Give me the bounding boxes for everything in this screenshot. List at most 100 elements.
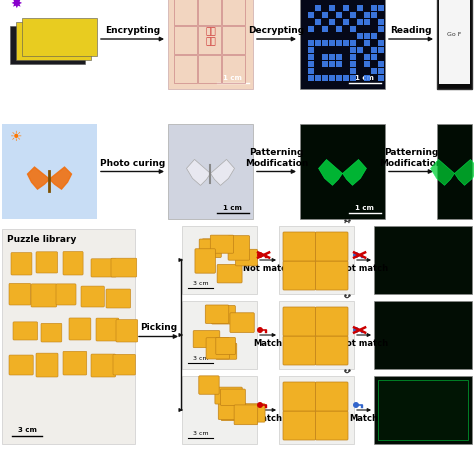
Polygon shape <box>27 167 49 189</box>
FancyBboxPatch shape <box>168 0 253 89</box>
Text: ☀: ☀ <box>10 130 22 144</box>
Text: Match: Match <box>349 414 379 423</box>
FancyBboxPatch shape <box>364 33 370 39</box>
Circle shape <box>354 328 358 332</box>
Text: Not match: Not match <box>339 339 389 348</box>
FancyBboxPatch shape <box>350 47 356 53</box>
FancyBboxPatch shape <box>182 226 257 294</box>
FancyBboxPatch shape <box>343 19 349 25</box>
FancyBboxPatch shape <box>378 26 384 32</box>
Text: Reading: Reading <box>390 26 432 35</box>
FancyBboxPatch shape <box>63 252 83 275</box>
FancyBboxPatch shape <box>364 54 370 60</box>
FancyBboxPatch shape <box>336 26 342 32</box>
FancyBboxPatch shape <box>350 68 356 74</box>
FancyBboxPatch shape <box>378 5 384 11</box>
FancyBboxPatch shape <box>234 405 258 425</box>
FancyBboxPatch shape <box>336 40 342 46</box>
FancyBboxPatch shape <box>283 382 316 411</box>
FancyBboxPatch shape <box>336 75 342 81</box>
FancyBboxPatch shape <box>236 249 257 266</box>
FancyBboxPatch shape <box>41 323 62 342</box>
FancyBboxPatch shape <box>216 337 236 355</box>
FancyBboxPatch shape <box>36 353 58 377</box>
FancyBboxPatch shape <box>9 355 33 375</box>
FancyBboxPatch shape <box>300 0 385 89</box>
FancyBboxPatch shape <box>279 376 354 444</box>
FancyBboxPatch shape <box>374 226 472 294</box>
FancyBboxPatch shape <box>2 229 135 444</box>
FancyBboxPatch shape <box>228 236 250 260</box>
FancyBboxPatch shape <box>81 286 104 307</box>
FancyBboxPatch shape <box>364 61 370 67</box>
Text: 3 cm: 3 cm <box>18 428 36 434</box>
FancyBboxPatch shape <box>357 47 363 53</box>
FancyBboxPatch shape <box>202 239 220 257</box>
FancyBboxPatch shape <box>439 0 470 84</box>
Text: Picking: Picking <box>140 323 177 332</box>
FancyBboxPatch shape <box>195 249 215 273</box>
FancyBboxPatch shape <box>371 54 377 60</box>
FancyBboxPatch shape <box>378 40 384 46</box>
Text: 1 cm: 1 cm <box>223 205 242 211</box>
FancyBboxPatch shape <box>113 354 136 375</box>
FancyBboxPatch shape <box>63 351 87 375</box>
FancyBboxPatch shape <box>437 0 472 89</box>
Text: Photo curing: Photo curing <box>100 158 165 167</box>
Polygon shape <box>430 159 455 185</box>
FancyBboxPatch shape <box>374 376 472 444</box>
FancyBboxPatch shape <box>279 301 354 369</box>
Text: Puzzle library: Puzzle library <box>7 235 76 244</box>
FancyBboxPatch shape <box>283 307 316 336</box>
FancyBboxPatch shape <box>308 12 314 18</box>
FancyBboxPatch shape <box>357 33 363 39</box>
FancyBboxPatch shape <box>350 75 356 81</box>
FancyBboxPatch shape <box>308 75 314 81</box>
Text: 3 cm: 3 cm <box>290 281 305 286</box>
FancyBboxPatch shape <box>22 18 97 56</box>
FancyBboxPatch shape <box>199 376 219 394</box>
FancyBboxPatch shape <box>371 68 377 74</box>
Text: 3 cm: 3 cm <box>193 356 208 361</box>
FancyBboxPatch shape <box>378 380 468 440</box>
FancyBboxPatch shape <box>283 261 316 290</box>
FancyBboxPatch shape <box>378 61 384 67</box>
FancyBboxPatch shape <box>350 40 356 46</box>
FancyBboxPatch shape <box>56 284 76 305</box>
FancyBboxPatch shape <box>316 411 348 440</box>
Text: Match: Match <box>254 414 283 423</box>
FancyBboxPatch shape <box>91 259 117 277</box>
FancyBboxPatch shape <box>283 411 316 440</box>
FancyBboxPatch shape <box>279 226 354 294</box>
FancyBboxPatch shape <box>168 124 253 219</box>
FancyBboxPatch shape <box>437 124 472 219</box>
FancyBboxPatch shape <box>308 40 314 46</box>
Text: 3 cm: 3 cm <box>193 281 208 286</box>
FancyBboxPatch shape <box>378 75 384 81</box>
FancyBboxPatch shape <box>336 12 342 18</box>
FancyBboxPatch shape <box>308 54 314 60</box>
FancyBboxPatch shape <box>182 301 257 369</box>
FancyBboxPatch shape <box>322 12 328 18</box>
FancyBboxPatch shape <box>69 318 91 340</box>
FancyBboxPatch shape <box>116 319 138 342</box>
Circle shape <box>258 328 262 332</box>
FancyBboxPatch shape <box>329 54 335 60</box>
FancyBboxPatch shape <box>316 336 348 365</box>
Text: Decrypting: Decrypting <box>248 26 305 35</box>
FancyBboxPatch shape <box>283 336 316 365</box>
FancyBboxPatch shape <box>106 289 131 308</box>
Text: 3 cm: 3 cm <box>193 431 208 436</box>
FancyBboxPatch shape <box>357 19 363 25</box>
FancyBboxPatch shape <box>329 5 335 11</box>
FancyBboxPatch shape <box>308 26 314 32</box>
Text: 3 cm: 3 cm <box>290 431 305 436</box>
FancyBboxPatch shape <box>193 330 220 347</box>
FancyBboxPatch shape <box>315 19 321 25</box>
FancyBboxPatch shape <box>316 382 348 411</box>
FancyBboxPatch shape <box>374 301 472 369</box>
FancyBboxPatch shape <box>96 318 119 341</box>
Polygon shape <box>186 159 210 185</box>
FancyBboxPatch shape <box>343 5 349 11</box>
Circle shape <box>354 253 358 257</box>
